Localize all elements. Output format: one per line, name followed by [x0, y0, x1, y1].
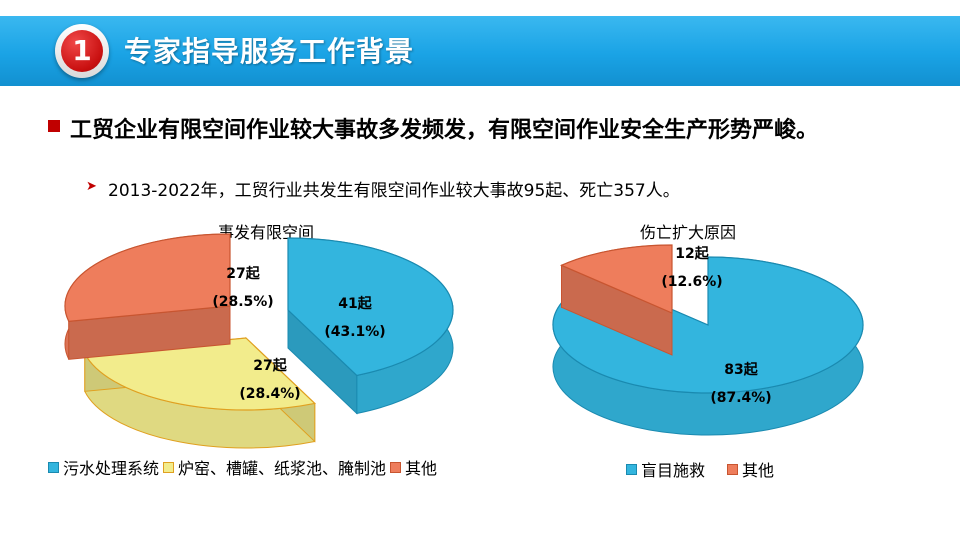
legend-swatch-yellow	[163, 461, 175, 473]
legend-swatch-orange	[390, 461, 402, 473]
legend-swatch-orange	[727, 463, 739, 475]
chart1-title: 事发有限空间	[218, 223, 315, 242]
legend-item-other: 其他	[390, 455, 437, 479]
legend-label: 污水处理系统	[63, 459, 160, 478]
data-label-count: 27起	[253, 357, 287, 374]
legend-label: 炉窑、槽罐、纸浆池、腌制池	[178, 459, 387, 478]
data-label-percent: (28.4%)	[239, 386, 300, 402]
headline: 工贸企业有限空间作业较大事故多发频发，有限空间作业安全生产形势严峻。	[70, 118, 819, 143]
legend-label: 其他	[742, 461, 775, 480]
legend-label: 其他	[405, 459, 438, 478]
slice-top	[560, 244, 673, 314]
pie-slice-2-2: 12起 (12.6%)	[560, 244, 723, 356]
pie-chart-2: 83起 (87.4%) 12起 (12.6%)	[552, 244, 864, 436]
chart1-legend: 污水处理系统 炉窑、槽罐、纸浆池、腌制池 其他	[48, 455, 441, 479]
data-label-count: 41起	[338, 295, 372, 312]
pie-slice-1-1: 41起 (43.1%)	[287, 237, 454, 415]
header-banner	[0, 16, 960, 86]
page-title: 专家指导服务工作背景	[124, 35, 415, 68]
data-label-percent: (12.6%)	[661, 274, 722, 290]
data-label-percent: (28.5%)	[212, 294, 273, 310]
pie-slice-1-3: 27起 (28.5%)	[64, 233, 274, 360]
legend-label: 盲目施救	[641, 461, 706, 480]
subline: 2013-2022年，工贸行业共发生有限空间作业较大事故95起、死亡357人。	[108, 181, 680, 201]
chart2-title: 伤亡扩大原因	[640, 223, 737, 242]
legend-swatch-blue	[626, 463, 637, 475]
data-label-count: 83起	[724, 361, 758, 378]
pie-chart-1: 41起 (43.1%) 27起 (28.4%) 27起 (28.5%)	[64, 233, 454, 449]
data-label-count: 12起	[675, 245, 709, 262]
legend-item-blind-rescue: 盲目施救	[626, 457, 705, 481]
slice-top	[552, 256, 864, 394]
data-label-count: 27起	[226, 265, 260, 282]
badge-number: 1	[61, 30, 103, 72]
number-badge: 1	[55, 24, 109, 78]
arrow-bullet-icon: ➤	[86, 179, 97, 194]
pie-slice-1-2: 27起 (28.4%)	[83, 336, 317, 449]
slice-top	[83, 337, 317, 411]
legend-item-kilns: 炉窑、槽罐、纸浆池、腌制池	[163, 455, 386, 479]
square-bullet-icon	[48, 120, 60, 132]
legend-item-other: 其他	[727, 457, 774, 481]
chart2-legend: 盲目施救 其他	[626, 457, 778, 481]
legend-swatch-blue	[48, 461, 59, 473]
data-label-percent: (87.4%)	[710, 390, 771, 406]
data-label-percent: (43.1%)	[324, 324, 385, 340]
legend-item-wastewater: 污水处理系统	[48, 455, 159, 479]
slice-top	[64, 233, 231, 322]
slice-top	[287, 237, 454, 377]
